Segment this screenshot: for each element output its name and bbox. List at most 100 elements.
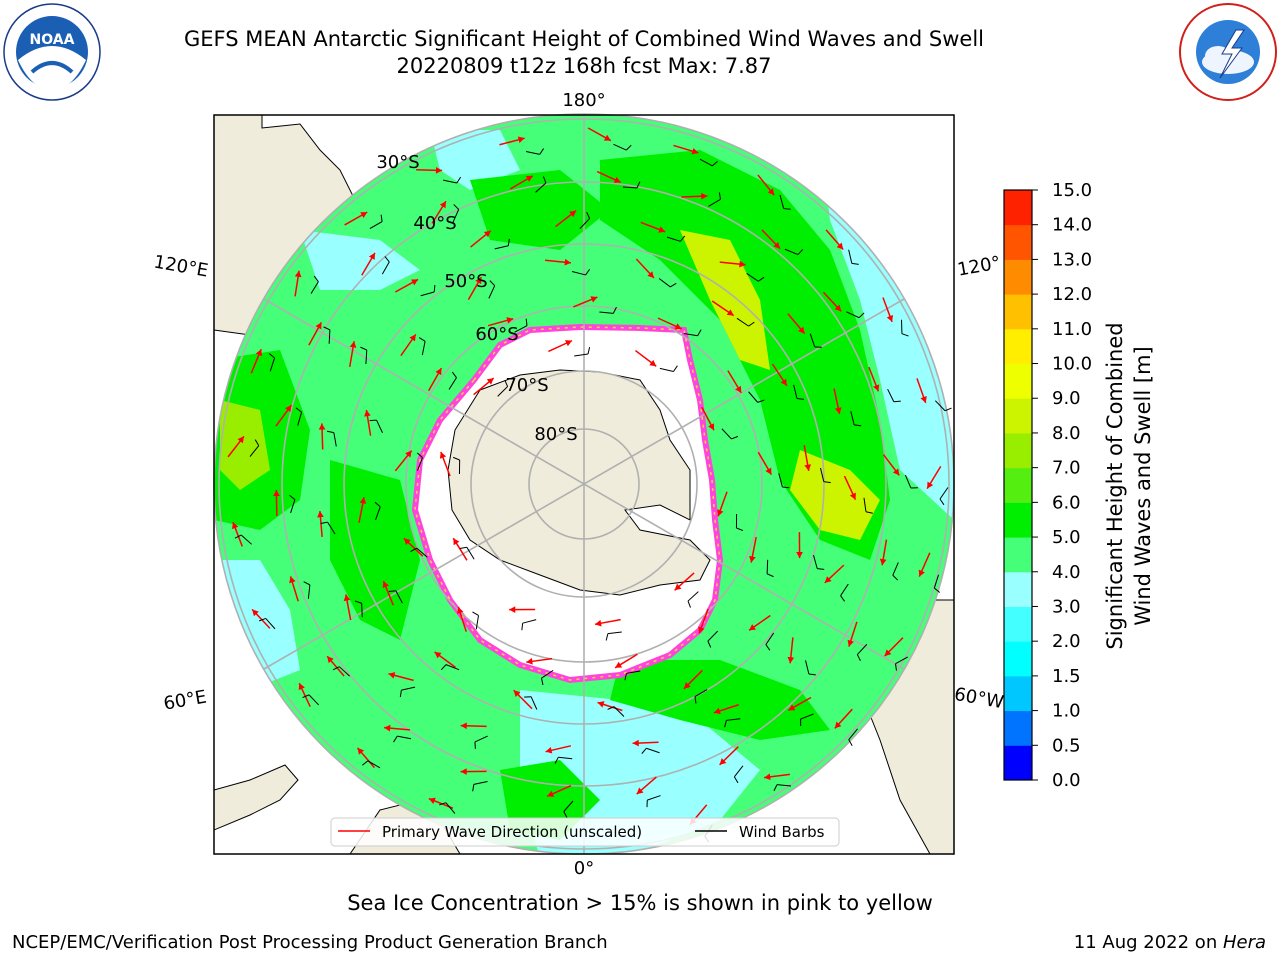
colorbar-tick-label: 0.5 (1052, 735, 1081, 756)
colorbar-tick-label: 1.5 (1052, 666, 1081, 687)
wind-barb (939, 487, 949, 506)
wind-barb (708, 192, 721, 207)
wave-arrow (918, 552, 931, 577)
lat-label-30: 30°S (376, 152, 419, 173)
wind-barb (488, 280, 496, 299)
wave-arrow (294, 270, 302, 297)
colorbar-swatch (1004, 259, 1032, 295)
wind-barb (323, 326, 331, 344)
wave-arrow (460, 768, 487, 775)
wind-barb (848, 249, 859, 265)
wind-barb (699, 158, 718, 167)
wave-arrow (749, 536, 757, 563)
colorbar-label-line2: Wind Waves and Swell [m] (1131, 346, 1155, 626)
wind-barb (494, 238, 510, 250)
wave-arrow (847, 621, 858, 647)
wave-arrow (771, 363, 788, 387)
colorbar-tick-label: 12.0 (1052, 284, 1092, 305)
wave-arrow (868, 366, 880, 392)
wave-arrow (719, 260, 746, 268)
wave-arrow (348, 341, 357, 367)
footer-date: 11 Aug 2022 on Hera (1074, 932, 1266, 953)
wave-arrow (509, 606, 536, 613)
wind-barb (895, 656, 909, 671)
lat-label-40: 40°S (413, 213, 456, 234)
wind-barb (332, 666, 350, 677)
wind-barb (416, 452, 423, 471)
wave-arrow (358, 497, 367, 523)
wave-direction-arrows (227, 127, 952, 843)
colorbar-tick-label: 8.0 (1052, 423, 1081, 444)
wave-arrow (555, 210, 577, 228)
wave-arrow (473, 377, 495, 396)
map-title: GEFS MEAN Antarctic Significant Height o… (183, 27, 985, 51)
wind-barb (746, 273, 765, 282)
lon-label-right-upper: 120° (956, 252, 1002, 280)
svg-text:NOAA: NOAA (30, 32, 75, 48)
wind-barb (302, 694, 320, 706)
colorbar-tick-label: 2.0 (1052, 631, 1081, 652)
footer-credit: NCEP/EMC/Verification Post Processing Pr… (12, 932, 608, 953)
wind-barb (934, 400, 952, 412)
wave-arrow (452, 537, 468, 561)
wind-barb (683, 329, 702, 337)
wind-barb (687, 591, 699, 608)
wind-barb (268, 353, 276, 372)
wave-arrow (403, 537, 424, 557)
wave-arrow (879, 539, 888, 566)
wave-arrow (701, 406, 715, 431)
wave-arrow (698, 608, 709, 634)
wave-arrow (308, 321, 323, 346)
wind-barb (234, 534, 252, 545)
wind-barb (646, 795, 661, 808)
wave-arrow (834, 708, 853, 729)
colorbar-tick-label: 3.0 (1052, 596, 1081, 617)
wave-arrow (683, 669, 703, 690)
wind-barb (863, 497, 873, 514)
colorbar-label-line1: Significant Height of Combined (1103, 322, 1127, 649)
lat-label-80: 80°S (534, 424, 577, 445)
wind-barb (369, 214, 383, 229)
wave-arrow (275, 404, 293, 427)
wind-barb (258, 617, 276, 630)
colorbar-tick-label: 7.0 (1052, 458, 1081, 479)
colorbar-swatch (1004, 363, 1032, 399)
wave-arrow (717, 491, 728, 517)
colorbar-swatch (1004, 537, 1032, 573)
colorbar-tick-label: 5.0 (1052, 527, 1081, 548)
wave-arrow (657, 317, 682, 330)
wave-arrow (587, 127, 612, 142)
wave-arrow (681, 192, 708, 200)
wave-arrow (748, 614, 771, 632)
colorbar-swatch (1004, 710, 1032, 746)
lat-label-60: 60°S (475, 324, 518, 345)
wind-barb (452, 204, 460, 223)
wind-barb (393, 735, 412, 743)
colorbar-swatch (1004, 606, 1032, 642)
map-legend: Primary Wave Direction (unscaled) Wind B… (330, 817, 840, 847)
wind-barb (856, 643, 868, 662)
wave-arrow (597, 701, 623, 712)
wind-barb (694, 689, 708, 704)
wave-arrow (383, 724, 411, 732)
map-frame (213, 114, 955, 855)
wind-barb (624, 670, 641, 681)
wave-arrow (317, 510, 324, 538)
wave-arrow (719, 746, 739, 766)
wave-arrow (594, 618, 621, 627)
colorbar-tick-label: 15.0 (1052, 180, 1092, 201)
wind-barb (724, 718, 741, 728)
wind-barb (249, 439, 260, 457)
wind-barb (820, 467, 831, 484)
wave-arrow (227, 435, 245, 458)
footer-date-text: 11 Aug 2022 on (1073, 932, 1223, 953)
wave-arrow (787, 696, 812, 711)
wave-arrow (833, 388, 842, 415)
wind-barb (848, 728, 858, 747)
colorbar-swatch (1004, 224, 1032, 260)
wind-barb (904, 474, 918, 489)
map-subtitle-run: 20220809 t12z 168h fcst Max: 7.87 (396, 54, 772, 78)
wind-barb (813, 555, 825, 570)
wind-barb (766, 559, 774, 578)
